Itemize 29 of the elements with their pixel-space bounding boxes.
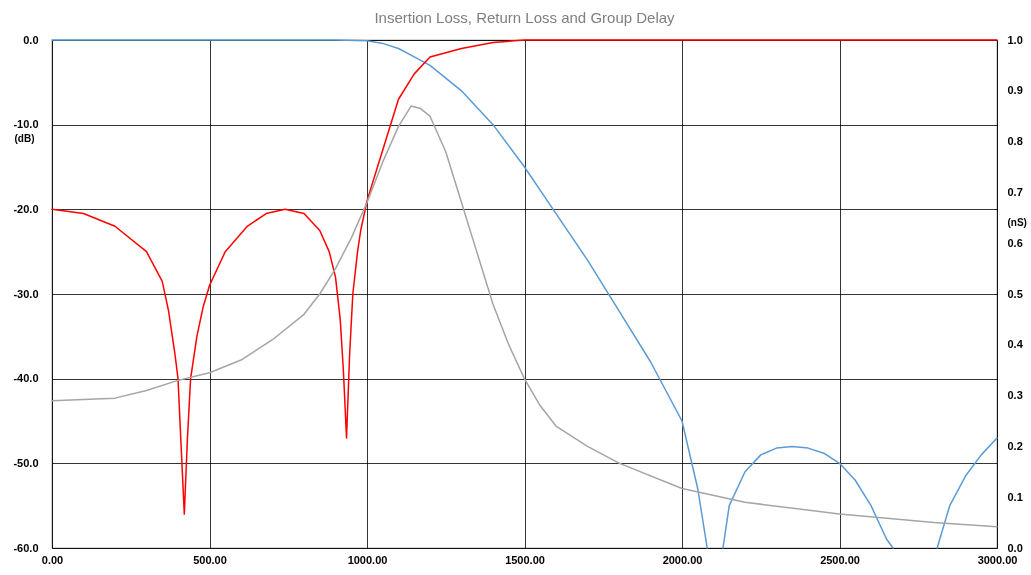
y2-tick-label: 0.0 [1007, 541, 1023, 554]
x-tick-label: 500.00 [193, 553, 227, 566]
y2-tick-label: 0.9 [1007, 84, 1023, 97]
y-tick-label: -30.0 [13, 287, 39, 300]
y2-tick-label: 0.4 [1007, 338, 1024, 351]
y2-tick-label: 0.1 [1007, 490, 1023, 503]
x-tick-label: 1000.00 [347, 553, 388, 566]
y2-axis-title: (nS) [1007, 216, 1027, 228]
y-tick-label: 0.0 [23, 33, 39, 46]
x-tick-label: 1500.00 [505, 553, 545, 566]
y-tick-label: -50.0 [13, 456, 39, 469]
x-tick-label: 0.00 [41, 553, 64, 566]
y2-tick-label: 0.2 [1007, 439, 1023, 452]
y2-tick-label: 0.8 [1007, 135, 1023, 148]
y-tick-label: -20.0 [13, 202, 39, 215]
y-tick-label: -60.0 [13, 541, 39, 554]
y-axis-title: (dB) [14, 132, 35, 144]
y2-tick-label: 0.7 [1007, 185, 1023, 198]
line-series [51, 105, 998, 528]
x-tick-label: 3000.00 [977, 553, 1018, 566]
y2-tick-label: 0.3 [1007, 389, 1023, 402]
y2-tick-label: 1.0 [1007, 33, 1023, 46]
x-tick-label: 2500.00 [820, 553, 860, 566]
x-tick-label: 2000.00 [662, 553, 703, 566]
y2-tick-label: 0.6 [1007, 236, 1023, 249]
chart-title: Insertion Loss, Return Loss and Group Delay [374, 9, 676, 26]
y2-tick-label: 0.5 [1007, 287, 1023, 300]
y-tick-label: -40.0 [13, 372, 39, 385]
y-tick-label: -10.0 [13, 118, 39, 131]
